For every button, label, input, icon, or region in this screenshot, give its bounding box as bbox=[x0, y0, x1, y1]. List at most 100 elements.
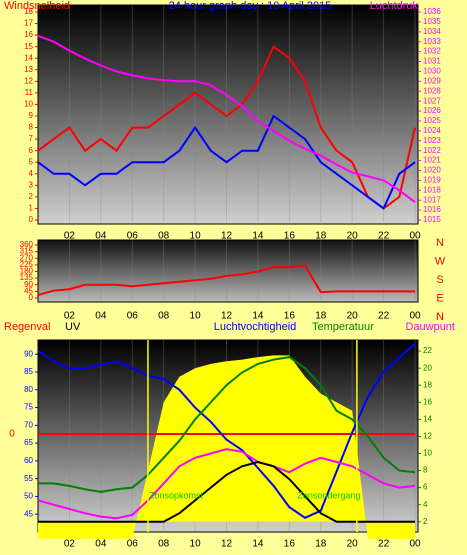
y3-tick-label: 0 bbox=[9, 429, 15, 440]
compass-label: S bbox=[436, 274, 443, 286]
y-tick-label: 270 bbox=[20, 253, 34, 262]
x-tick-label: 12 bbox=[221, 311, 233, 322]
x-tick-label: 12 bbox=[221, 231, 233, 242]
x-tick-label: 22 bbox=[378, 311, 390, 322]
x-tick-label: 00 bbox=[409, 231, 421, 242]
x-tick-label: 08 bbox=[158, 231, 170, 242]
y-tick-label: 12 bbox=[24, 76, 33, 85]
x-tick-label: 02 bbox=[64, 311, 76, 322]
y2-tick-label: 1018 bbox=[423, 185, 441, 194]
x-tick-label: 14 bbox=[252, 231, 264, 242]
x-tick-label: 22 bbox=[378, 231, 390, 242]
sun-label: Zonsondergang bbox=[297, 490, 360, 500]
x-tick-label: 20 bbox=[347, 231, 359, 242]
y2-tick-label: 1023 bbox=[423, 136, 441, 145]
x-tick-label: 08 bbox=[158, 311, 170, 322]
y-tick-label: 6 bbox=[29, 146, 34, 155]
y-tick-label: 80 bbox=[24, 385, 33, 394]
y-tick-label: 17 bbox=[24, 19, 33, 28]
x-tick-label: 00 bbox=[409, 539, 421, 550]
y2-tick-label: 1030 bbox=[423, 67, 441, 76]
x-tick-label: 10 bbox=[190, 231, 202, 242]
y2-tick-label: 1019 bbox=[423, 175, 441, 184]
x-tick-label: 12 bbox=[221, 539, 233, 550]
y-tick-label: 90 bbox=[24, 280, 33, 289]
y2-tick-label: 1024 bbox=[423, 126, 441, 135]
x-tick-label: 04 bbox=[95, 231, 107, 242]
y-label: Windsnelheid bbox=[4, 0, 70, 12]
x-tick-label: 10 bbox=[190, 311, 202, 322]
y2-tick-label: 1027 bbox=[423, 96, 441, 105]
panel-direction bbox=[37, 239, 419, 303]
y-tick-label: 3 bbox=[29, 180, 34, 189]
y-tick-label: 45 bbox=[24, 509, 33, 518]
y-tick-label: 315 bbox=[20, 247, 34, 256]
y2-tick-label: 20 bbox=[423, 363, 432, 372]
x-tick-label: 04 bbox=[95, 311, 107, 322]
y-tick-label: 85 bbox=[24, 367, 33, 376]
y2-tick-label: 1021 bbox=[423, 156, 441, 165]
chart-title: 24 hour graph day : 10 April 2015 bbox=[169, 0, 332, 12]
y2-tick-label: 8 bbox=[423, 466, 428, 475]
y-tick-label: 10 bbox=[24, 100, 33, 109]
x-tick-label: 20 bbox=[347, 539, 359, 550]
x-tick-label: 08 bbox=[158, 539, 170, 550]
y2-tick-label: 1015 bbox=[423, 215, 441, 224]
y2-tick-label: 1025 bbox=[423, 116, 441, 125]
series-line bbox=[37, 45, 416, 210]
x-tick-label: 18 bbox=[315, 231, 327, 242]
y-tick-label: 360 bbox=[20, 240, 34, 249]
legend-label: UV bbox=[65, 321, 81, 333]
y-tick-label: 14 bbox=[24, 53, 33, 62]
y-tick-label: 90 bbox=[24, 349, 33, 358]
compass-label: N bbox=[436, 311, 444, 323]
y2-tick-label: 1029 bbox=[423, 76, 441, 85]
y-tick-label: 70 bbox=[24, 420, 33, 429]
x-tick-label: 20 bbox=[347, 311, 359, 322]
y2-tick-label: 1028 bbox=[423, 86, 441, 95]
y2-tick-label: 1020 bbox=[423, 166, 441, 175]
x-tick-label: 02 bbox=[64, 231, 76, 242]
y2-tick-label: 1031 bbox=[423, 57, 441, 66]
series-line bbox=[37, 342, 416, 519]
x-tick-label: 06 bbox=[127, 539, 139, 550]
y2-tick-label: 2 bbox=[423, 517, 428, 526]
y-tick-label: 60 bbox=[24, 456, 33, 465]
y2-label: Luchtdruk bbox=[370, 0, 419, 12]
y2-tick-label: 1035 bbox=[423, 17, 441, 26]
y-tick-label: 50 bbox=[24, 492, 33, 501]
series-line bbox=[37, 448, 416, 520]
series-line bbox=[37, 34, 416, 203]
y-tick-label: 18 bbox=[24, 7, 33, 16]
y-tick-label: 13 bbox=[24, 65, 33, 74]
series-line bbox=[37, 264, 415, 297]
legend-label: Regenval bbox=[4, 321, 50, 333]
y2-tick-label: 1034 bbox=[423, 27, 441, 36]
x-tick-label: 14 bbox=[252, 539, 264, 550]
compass-label: W bbox=[435, 255, 446, 267]
x-tick-label: 10 bbox=[190, 539, 202, 550]
y2-tick-label: 1017 bbox=[423, 195, 441, 204]
y2-tick-label: 1033 bbox=[423, 37, 441, 46]
y-tick-label: 16 bbox=[24, 30, 33, 39]
legend-label: Luchtvochtigheid bbox=[214, 321, 297, 333]
x-tick-label: 06 bbox=[127, 231, 139, 242]
x-tick-label: 00 bbox=[409, 311, 421, 322]
x-tick-label: 16 bbox=[284, 311, 296, 322]
x-tick-label: 18 bbox=[315, 311, 327, 322]
y2-tick-label: 6 bbox=[423, 483, 428, 492]
y-tick-label: 1 bbox=[29, 204, 34, 213]
series-line bbox=[38, 356, 416, 493]
y-tick-label: 225 bbox=[20, 260, 34, 269]
y-tick-label: 7 bbox=[29, 134, 34, 143]
y2-tick-label: 10 bbox=[423, 449, 432, 458]
series-line bbox=[38, 460, 415, 523]
legend-label: Temperatuur bbox=[312, 321, 374, 333]
y-tick-label: 135 bbox=[20, 273, 34, 282]
x-tick-label: 14 bbox=[252, 311, 264, 322]
compass-label: E bbox=[436, 292, 443, 304]
y-tick-label: 75 bbox=[24, 403, 33, 412]
y2-tick-label: 12 bbox=[423, 432, 432, 441]
y2-tick-label: 1022 bbox=[423, 146, 441, 155]
